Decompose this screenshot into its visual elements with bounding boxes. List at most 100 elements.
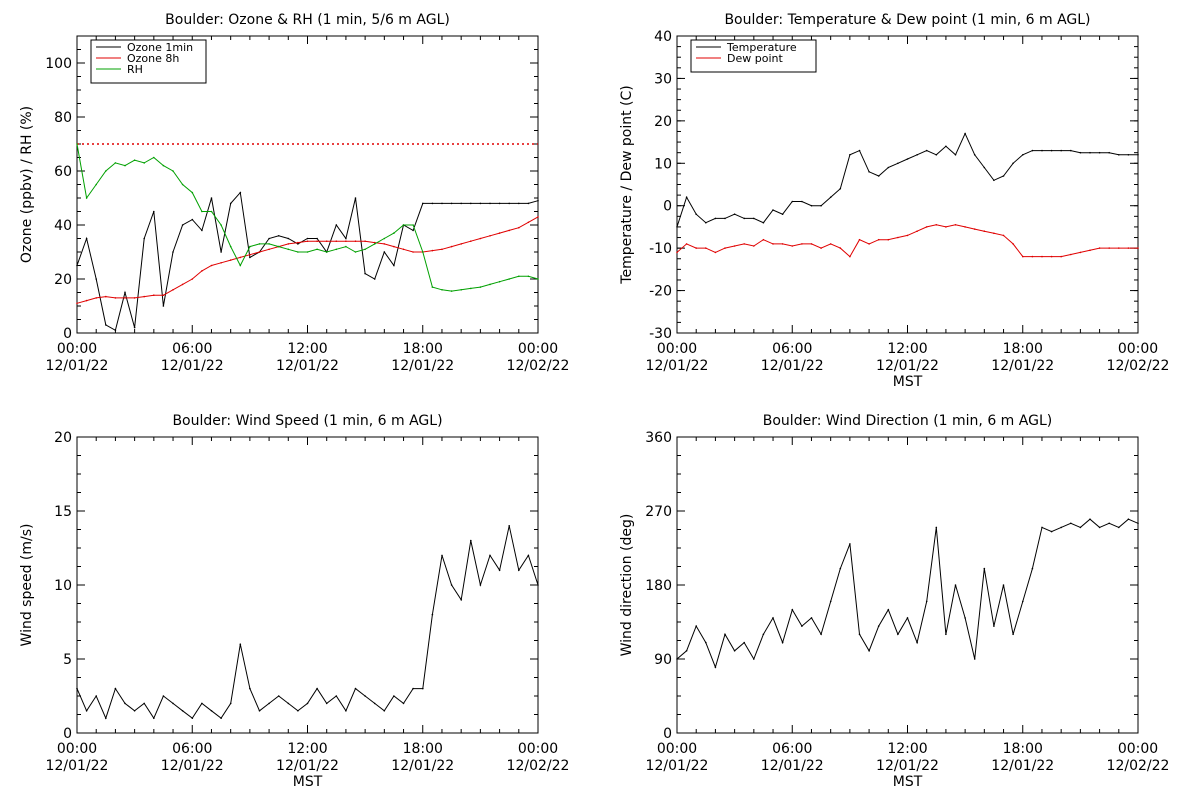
y-tick-label: 80 <box>54 110 72 126</box>
data-point <box>162 695 165 697</box>
data-point <box>201 229 203 232</box>
data-point <box>983 166 986 169</box>
data-point <box>801 625 803 627</box>
plot-frame <box>76 436 539 734</box>
x-axis-label: MST <box>893 774 923 790</box>
data-point <box>964 226 966 228</box>
series-line-1 <box>676 518 1139 669</box>
x-tick-label-date: 12/01/22 <box>276 758 339 774</box>
data-point <box>95 297 97 299</box>
y-axis-label: Wind direction (deg) <box>619 514 635 657</box>
data-point <box>354 197 357 199</box>
data-point <box>181 224 184 226</box>
data-point <box>705 641 707 644</box>
data-point <box>460 289 463 291</box>
data-point <box>1137 247 1139 249</box>
data-point <box>973 228 976 230</box>
data-point <box>201 270 203 272</box>
data-point <box>518 275 520 278</box>
data-point <box>229 259 232 261</box>
data-point <box>868 650 870 652</box>
data-point <box>1041 255 1043 258</box>
data-point <box>801 243 803 245</box>
data-point <box>258 251 261 253</box>
x-tick-label-time: 00:00 <box>657 341 697 357</box>
data-point <box>925 600 928 603</box>
data-point <box>85 237 88 240</box>
data-point <box>229 245 232 248</box>
data-point <box>402 248 405 251</box>
y-tick-label: -20 <box>649 284 672 300</box>
x-tick-label-date: 12/02/22 <box>507 358 570 374</box>
data-point <box>287 248 290 251</box>
y-axis-label: Temperature / Dew point (C) <box>619 85 635 284</box>
data-point <box>431 286 434 288</box>
y-axis-label: Wind speed (m/s) <box>19 524 35 647</box>
y-tick-label: -30 <box>649 326 672 342</box>
data-point <box>887 238 890 241</box>
data-point <box>345 240 347 242</box>
data-point <box>945 633 947 636</box>
data-point <box>1031 149 1034 152</box>
data-point <box>470 202 472 205</box>
x-tick-label-date: 12/01/22 <box>876 358 939 374</box>
x-tick-label-date: 12/01/22 <box>761 758 824 774</box>
data-point <box>431 202 434 205</box>
data-point <box>85 710 88 712</box>
data-point <box>153 717 155 719</box>
data-point <box>133 710 136 712</box>
data-point <box>858 149 861 152</box>
data-point <box>1022 600 1024 603</box>
data-point <box>925 226 928 228</box>
x-tick-label-time: 00:00 <box>57 741 97 757</box>
data-point <box>1127 154 1130 156</box>
data-point <box>1050 530 1053 533</box>
series-line-1 <box>676 132 1138 228</box>
data-point <box>887 166 890 169</box>
data-point <box>858 633 861 636</box>
x-tick-label-time: 12:00 <box>887 341 927 357</box>
data-point <box>829 196 832 198</box>
x-tick-label-date: 12/01/22 <box>646 358 709 374</box>
data-point <box>801 200 803 203</box>
data-point <box>277 235 280 237</box>
chart-panel-3: Boulder: Wind Speed (1 min, 6 m AGL) 0 5 10… <box>19 413 569 790</box>
data-point <box>114 329 117 332</box>
y-tick-label: 10 <box>654 156 672 172</box>
chart-title: Boulder: Ozone & RH (1 min, 5/6 m AGL) <box>165 12 450 28</box>
data-point <box>85 197 88 199</box>
data-point <box>829 600 832 603</box>
data-point <box>489 283 491 286</box>
data-point <box>114 687 117 690</box>
x-tick-label-time: 00:00 <box>1118 341 1158 357</box>
data-point <box>124 702 126 705</box>
data-point <box>191 717 194 719</box>
data-point <box>153 156 155 159</box>
data-point <box>1079 526 1082 529</box>
data-point <box>733 213 736 215</box>
data-point <box>1050 255 1053 258</box>
data-point <box>325 240 328 242</box>
data-point <box>983 230 986 232</box>
data-point <box>820 204 822 207</box>
x-tick-label-date: 12/02/22 <box>1107 358 1170 374</box>
data-point <box>1041 149 1043 152</box>
data-point <box>479 202 482 205</box>
data-point <box>724 217 726 220</box>
data-point <box>316 237 318 240</box>
data-point <box>460 243 463 245</box>
data-point <box>306 702 309 705</box>
x-tick-label-date: 12/01/22 <box>876 758 939 774</box>
data-point <box>993 232 995 235</box>
data-point <box>498 280 501 283</box>
y-tick-label: 20 <box>54 272 72 288</box>
x-tick-label-date: 12/01/22 <box>46 758 109 774</box>
data-point <box>508 278 511 280</box>
data-point <box>287 237 290 240</box>
data-point <box>906 617 909 619</box>
data-point <box>422 202 424 205</box>
data-point <box>354 240 357 242</box>
data-point <box>1050 149 1053 152</box>
